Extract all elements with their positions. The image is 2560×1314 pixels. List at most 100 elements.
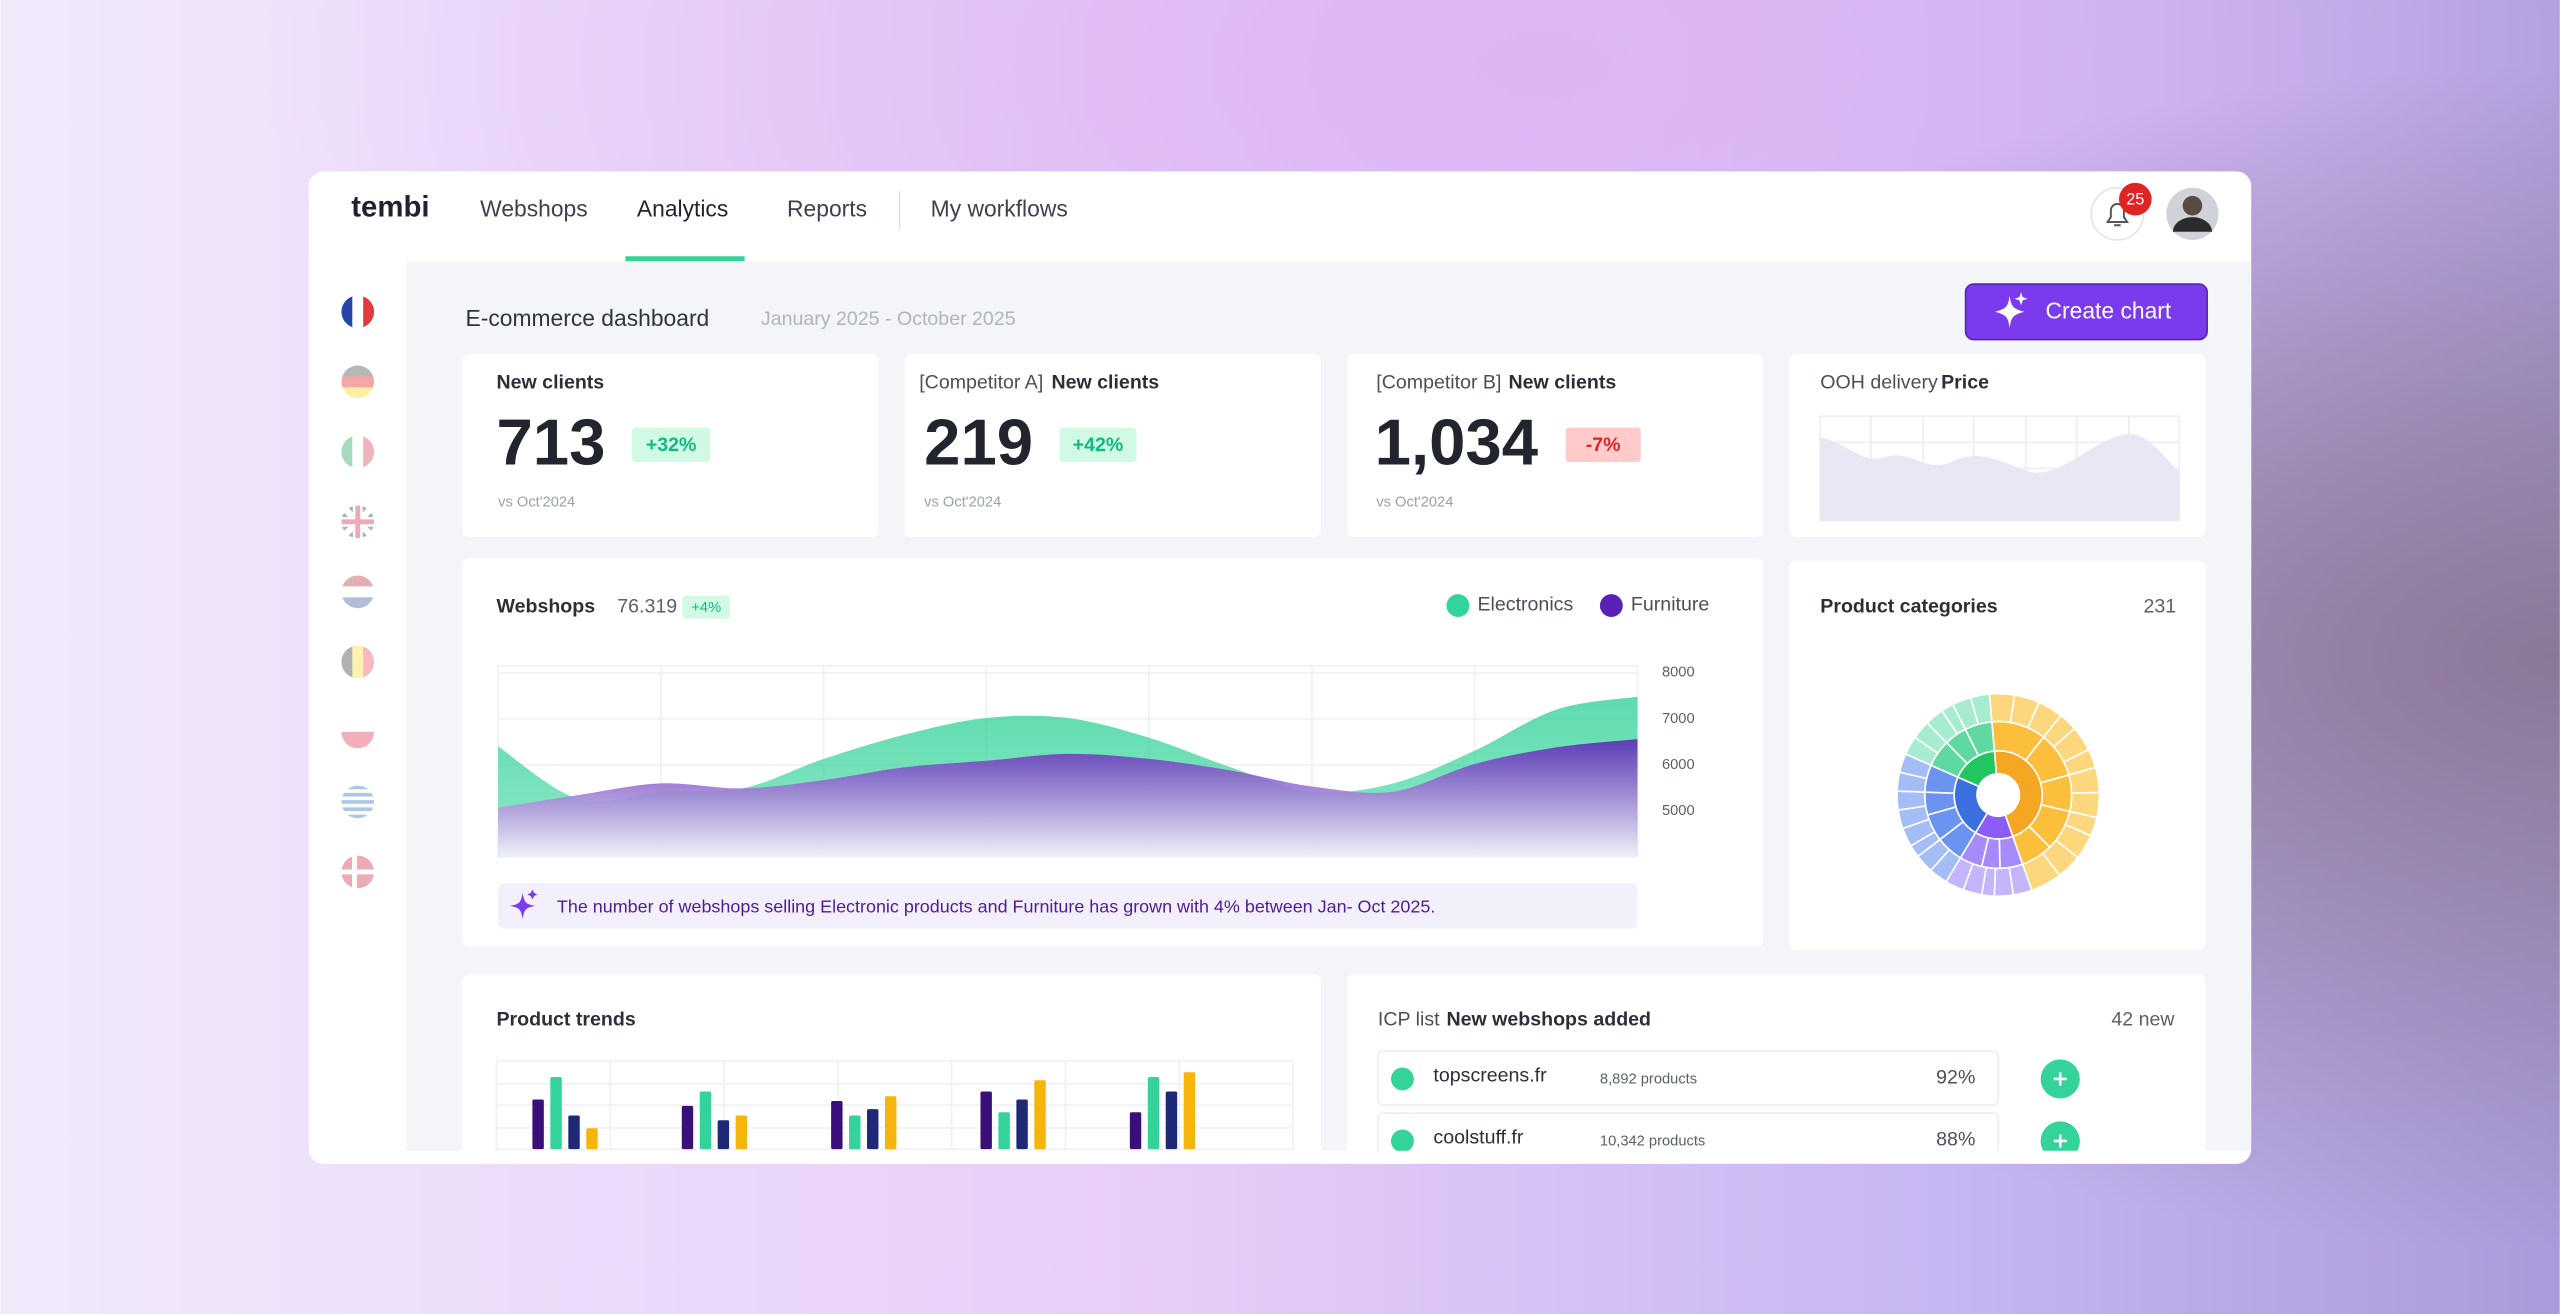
change-badge [1565,427,1641,462]
flag-stripe [341,387,375,399]
flag-stripe [341,811,375,815]
flag[interactable] [341,295,375,329]
legend-swatch [1446,594,1470,618]
card-title: Product trends [496,1008,635,1030]
button-label[interactable]: Create chart [2046,298,2172,324]
total: 76.319 [617,595,677,617]
flag-cross [341,505,375,539]
sunburst [1896,692,2101,897]
change: +4% [691,600,721,616]
bar [568,1115,580,1150]
count: 42 new [2111,1008,2175,1030]
flag-stripe [341,365,375,377]
row-box [1377,1112,2000,1151]
change-badge [682,595,730,619]
logo[interactable]: tembi [351,191,429,224]
flag[interactable] [341,645,375,679]
bar [1183,1072,1196,1150]
shop-name[interactable]: coolstuff.fr [1433,1127,1523,1149]
bar [681,1105,694,1150]
flag-stripe [363,645,375,679]
bell-icon [2105,203,2129,227]
nav-tab[interactable]: My workflows [931,196,1068,222]
sunburst-segment [1969,693,1993,726]
nav-tab-active[interactable]: Analytics [637,196,728,222]
area [498,739,1638,857]
flag-stripe [341,715,375,733]
flag-stripe [363,295,375,329]
card-title: Product categories [1820,595,1997,617]
y-tick-label: 8000 [1662,665,1695,681]
flag-stripe [352,435,364,469]
kpi-change: +42% [1073,434,1124,456]
flag-stripe [341,785,375,790]
flag[interactable] [341,575,375,609]
flag-stripe [341,789,375,794]
plus-icon [2053,1134,2067,1148]
nav-tab[interactable]: Webshops [480,196,588,222]
bar [867,1109,879,1150]
shop-name[interactable]: topscreens.fr [1433,1065,1547,1087]
kpi-prefix: OOH delivery [1820,372,1938,394]
avatar-head [2182,195,2203,216]
card-prefix: ICP list [1378,1008,1440,1030]
sparkle-icon [1994,292,2028,329]
bar [550,1077,562,1150]
flag-stripe [352,645,364,679]
flag[interactable] [341,505,375,539]
flag[interactable] [341,855,375,889]
card-title: New webshops added [1446,1008,1651,1030]
kpi-note: vs Oct'2024 [498,495,575,511]
legend-label[interactable]: Furniture [1631,594,1709,616]
flag-stripe [341,435,353,469]
kpi-note: vs Oct'2024 [924,495,1001,511]
flag-stripe [341,376,375,388]
kpi-change: +32% [646,434,697,456]
bar [1165,1091,1178,1150]
avatar-body [2172,217,2213,232]
flag-stripe [341,597,375,609]
plus-icon [2053,1072,2067,1086]
bar [1034,1080,1046,1150]
bar [849,1115,861,1150]
sunburst-segment [1993,866,2015,897]
kpi-label: New clients [1051,372,1159,394]
content: tembi Webshops Analytics Reports My work… [308,182,2252,1151]
flag-stripe [363,435,375,469]
kpi-label: Price [1941,372,1989,394]
flag[interactable] [341,435,375,469]
row-box [1377,1050,2000,1106]
flag-stripe [341,800,375,805]
flag[interactable] [341,785,375,819]
icp-rows: topscreens.fr 8,892 products 92% coolstuff.… [1377,1050,2080,1151]
kpi-value: 1,034 [1375,405,1538,478]
product-count: 8,892 products [1600,1072,1697,1088]
product-count: 10,342 products [1600,1134,1705,1150]
bar [532,1099,544,1150]
date-range[interactable]: January 2025 - October 2025 [761,308,1016,330]
create-chart-button[interactable] [1964,283,2208,341]
flag[interactable] [341,715,375,749]
flag-stripe [341,575,375,587]
sidebar [308,261,407,1151]
kpi-value: 219 [924,405,1033,478]
change-badge [1059,427,1137,462]
bar [998,1112,1010,1150]
legend-swatch [1599,594,1623,618]
flag[interactable] [341,365,375,399]
area-chart: 8000 7000 6000 5000 Electronics Furniture [497,594,1709,858]
legend-label[interactable]: Electronics [1478,594,1574,616]
flag-bg [341,855,375,889]
flag-stripe [341,731,375,749]
flags [341,295,375,889]
bar [717,1120,730,1150]
flag-cross [341,505,375,539]
sparkle-icon [509,889,538,919]
share: 88% [1936,1128,1975,1150]
kpi-prefix: [Competitor A] [919,372,1043,394]
change-badge [631,427,711,462]
flag-stripe [341,807,375,812]
nav-tab[interactable]: Reports [787,196,867,222]
flag-cross [341,505,375,539]
